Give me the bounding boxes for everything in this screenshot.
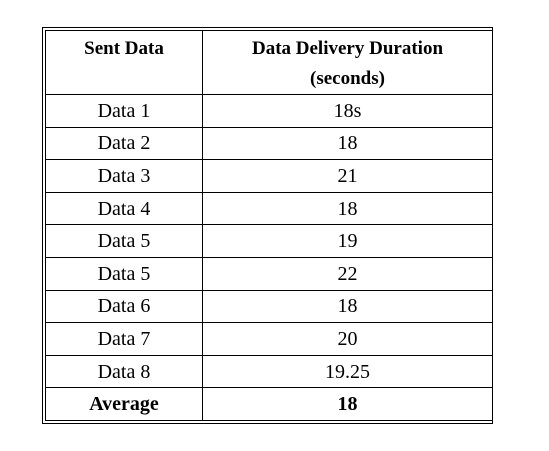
table-header-row: Sent Data Data Delivery Duration (second… bbox=[45, 30, 493, 95]
sent-data-cell: Data 7 bbox=[45, 322, 203, 356]
header-duration-line-1: Data Delivery Duration bbox=[251, 38, 444, 59]
table-row: Data 4 18 bbox=[45, 191, 493, 226]
data-delivery-table-frame: Sent Data Data Delivery Duration (second… bbox=[42, 27, 493, 424]
header-sent-data: Sent Data bbox=[45, 30, 203, 95]
duration-cell: 22 bbox=[202, 256, 493, 291]
table-row: Data 7 20 bbox=[45, 322, 493, 356]
duration-cell: 18 bbox=[202, 289, 493, 324]
table-row: Data 2 18 bbox=[45, 126, 493, 161]
sent-data-cell: Data 3 bbox=[45, 159, 203, 193]
average-value: 18 bbox=[202, 387, 493, 421]
header-delivery-duration: Data Delivery Duration (seconds) bbox=[202, 30, 493, 95]
duration-cell: 20 bbox=[202, 322, 493, 356]
sent-data-cell: Data 5 bbox=[45, 224, 203, 258]
duration-cell: 19 bbox=[202, 224, 493, 258]
table-row: Data 6 18 bbox=[45, 289, 493, 324]
sent-data-cell: Data 8 bbox=[45, 354, 203, 389]
duration-cell: 19.25 bbox=[202, 354, 493, 389]
sent-data-cell: Data 1 bbox=[45, 94, 203, 128]
duration-cell: 18 bbox=[202, 191, 493, 226]
table-row: Data 3 21 bbox=[45, 159, 493, 193]
sent-data-cell: Data 2 bbox=[45, 126, 203, 161]
average-label: Average bbox=[45, 387, 203, 421]
table-row: Data 5 19 bbox=[45, 224, 493, 258]
average-row: Average 18 bbox=[45, 387, 493, 421]
sent-data-cell: Data 4 bbox=[45, 191, 203, 226]
duration-cell: 18s bbox=[202, 94, 493, 128]
data-delivery-table: Sent Data Data Delivery Duration (second… bbox=[45, 30, 493, 421]
sent-data-cell: Data 5 bbox=[45, 256, 203, 291]
duration-cell: 18 bbox=[202, 126, 493, 161]
table-row: Data 5 22 bbox=[45, 256, 493, 291]
table-row: Data 8 19.25 bbox=[45, 354, 493, 389]
duration-cell: 21 bbox=[202, 159, 493, 193]
header-duration-line-2: (seconds) bbox=[310, 67, 385, 89]
table-row: Data 1 18s bbox=[45, 94, 493, 128]
sent-data-cell: Data 6 bbox=[45, 289, 203, 324]
